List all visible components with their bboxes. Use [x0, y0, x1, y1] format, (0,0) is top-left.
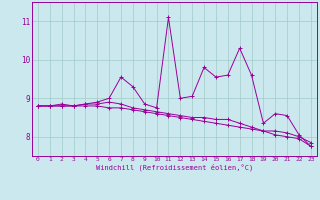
X-axis label: Windchill (Refroidissement éolien,°C): Windchill (Refroidissement éolien,°C) — [96, 164, 253, 171]
